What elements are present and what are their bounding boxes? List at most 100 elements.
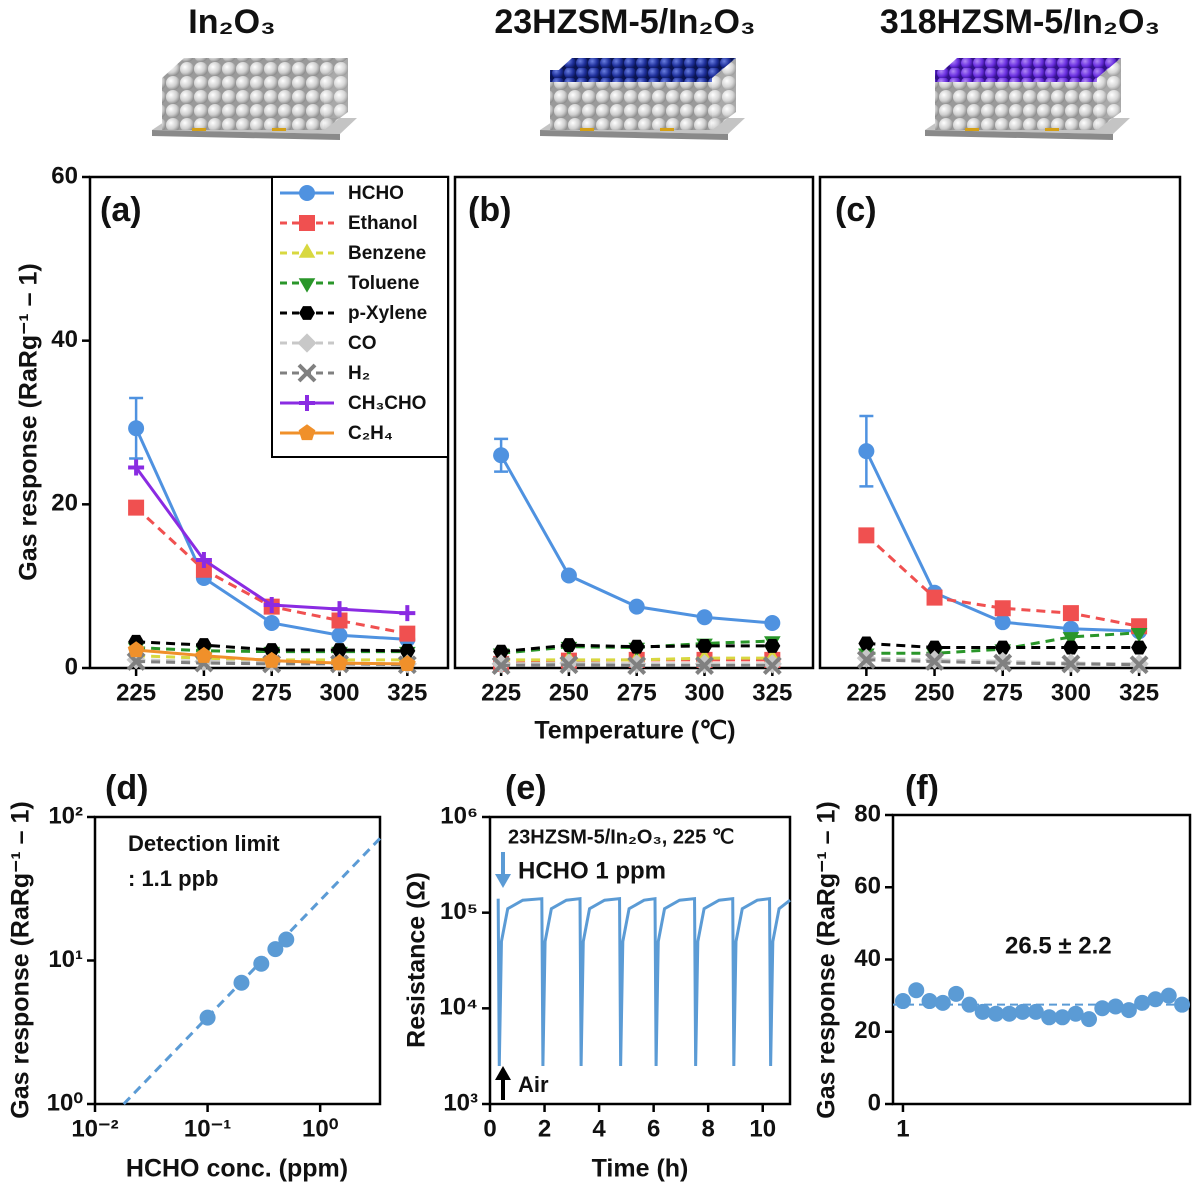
x-tick-label: 6 [647,1115,660,1142]
y-axis-label: Gas response (RaRg⁻¹ – 1) [15,263,43,580]
legend-marker [298,278,316,293]
data-point [926,640,943,655]
data-point [627,656,647,675]
header-title: 23HZSM-5/In₂O₃ [494,3,755,41]
data-point [1081,1011,1098,1028]
x-tick-label: 325 [1119,679,1159,706]
legend-marker [299,215,315,231]
data-point [253,955,270,972]
data-point [925,652,944,671]
data-point [331,627,348,644]
data-point [1041,1009,1058,1026]
data-point [628,598,645,615]
x-tick-label: 275 [252,679,292,706]
panel-label: (d) [105,769,148,807]
data-point [195,551,212,568]
film-image [925,58,1130,140]
y-tick-label: 40 [854,945,881,972]
legend-marker [299,306,315,320]
y-tick-label: 10¹ [48,946,83,973]
data-point [263,596,280,613]
data-point [195,561,212,578]
data-point [1062,632,1080,647]
arrows [495,852,511,1100]
plot-frame [818,175,1182,670]
y-tick-label: 80 [854,800,881,827]
x-tick-label: 275 [983,679,1023,706]
x-tick-label: 250 [184,679,224,706]
legend-label: Toluene [348,273,419,294]
data-point [696,609,713,626]
x-tick-label: 10⁻² [71,1115,118,1142]
data-point [628,639,645,654]
x-axis-label: Time (h) [592,1155,689,1183]
x-tick-label: 300 [319,679,359,706]
film-image [540,58,745,140]
y-tick-label: 20 [51,490,78,517]
plot-frame [453,175,815,670]
data-point [1107,998,1124,1015]
data-point [1094,1000,1111,1017]
x-axis-label: Temperature (℃) [534,717,735,745]
y-tick-label: 10⁵ [440,898,478,925]
y-tick-label: 10⁶ [440,802,478,829]
legend-label: HCHO [348,183,404,204]
data-point [1174,996,1191,1013]
data-point [762,656,782,675]
data-point [994,600,1011,617]
data-point [560,567,577,584]
data-point [1061,654,1081,674]
legend-label: p-Xylene [348,303,427,324]
data-point [560,638,577,653]
data-point [764,638,781,653]
data-point [128,499,145,516]
data-point [1131,640,1148,655]
y-tick-label: 20 [854,1017,881,1044]
y-axis-label: Resistance (Ω) [403,872,431,1048]
x-tick-label: 250 [915,679,955,706]
data-point [1027,1003,1044,1020]
series-line [496,896,791,1066]
plot-frame [891,813,1192,1106]
data-point [974,1003,991,1020]
header-images [152,58,1130,140]
legend-marker [297,333,317,353]
annotation: Air [518,1072,549,1097]
y-tick-label: 40 [51,326,78,353]
annotation: HCHO 1 ppm [518,857,666,884]
x-tick-label: 10⁰ [302,1115,339,1142]
data-point [1129,655,1149,675]
data-point [1014,1003,1031,1020]
data-point [263,614,280,631]
data-point [331,643,348,657]
annotation: 26.5 ± 2.2 [1005,932,1112,959]
data-point [961,996,978,1013]
panel-label: (c) [835,191,877,229]
data-point [331,654,348,671]
data-point [993,653,1013,673]
x-tick-label: 8 [702,1115,715,1142]
panel-label: (b) [468,191,511,229]
data-point [1147,991,1164,1008]
data-point [994,640,1011,655]
y-tick-label: 10⁴ [439,994,478,1021]
data-point [398,655,416,672]
legend-marker [299,185,315,201]
legend-label: H₂ [348,363,370,384]
plot-frame [93,815,382,1106]
data-point [399,643,416,658]
legend-label: CH₃CHO [348,393,426,414]
data-point [128,420,145,437]
annotation: Detection limit [128,831,280,856]
panel-label: (f) [905,769,939,807]
series-line [134,466,408,615]
data-point [331,612,348,629]
y-tick-label: 60 [854,873,881,900]
legend-marker [298,424,316,441]
x-tick-label: 2 [538,1115,551,1142]
data-point [921,993,938,1010]
data-point [696,638,713,653]
x-tick-label: 300 [684,679,724,706]
data-point [493,447,510,464]
